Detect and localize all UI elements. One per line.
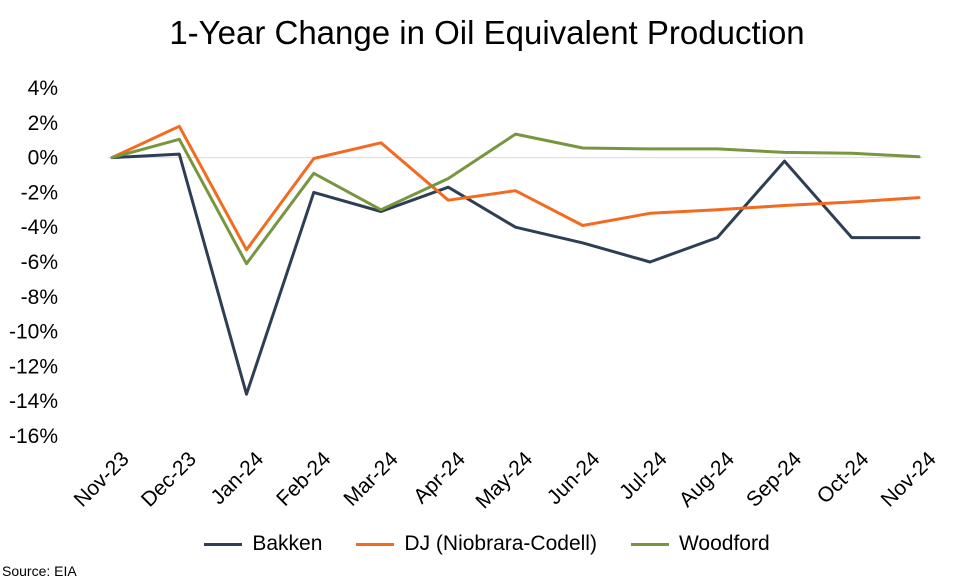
legend-item: DJ (Niobrara-Codell) bbox=[356, 532, 597, 556]
series-lines bbox=[110, 124, 921, 396]
x-tick-label: Oct-24 bbox=[813, 447, 874, 508]
y-tick-label: -2% bbox=[21, 181, 58, 204]
series-line-bakken bbox=[110, 152, 921, 396]
legend-swatch bbox=[356, 542, 395, 546]
y-tick-label: -8% bbox=[21, 286, 58, 309]
source-note: Source: EIA bbox=[2, 563, 77, 579]
x-tick-label: Apr-24 bbox=[409, 447, 470, 508]
x-tick-label: Jul-24 bbox=[615, 447, 672, 504]
y-axis: 4% 2% 0% -2% -4% -6% -8% -10% -12% -14% -16% bbox=[9, 77, 58, 448]
y-tick-label: -12% bbox=[9, 355, 58, 378]
y-tick-label: -4% bbox=[21, 216, 58, 239]
series-line-woodford bbox=[110, 132, 921, 266]
x-tick-label: May-24 bbox=[471, 447, 537, 513]
x-tick-label: Mar-24 bbox=[339, 447, 403, 511]
legend-label: DJ (Niobrara-Codell) bbox=[404, 532, 597, 555]
series-line-dj-niobrara-codell bbox=[110, 124, 921, 252]
x-tick-label: Dec-23 bbox=[137, 447, 201, 511]
x-tick-label: Jun-24 bbox=[543, 447, 605, 509]
chart-title: 1-Year Change in Oil Equivalent Producti… bbox=[169, 14, 805, 51]
x-tick-label: Feb-24 bbox=[272, 447, 336, 511]
y-tick-label: -10% bbox=[9, 321, 58, 344]
legend-item: Woodford bbox=[630, 532, 770, 556]
legend-label: Woodford bbox=[678, 532, 770, 555]
legend-label: Bakken bbox=[252, 532, 323, 555]
legend-item: Bakken bbox=[204, 532, 322, 556]
x-tick-label: Nov-23 bbox=[70, 447, 134, 511]
legend-swatch bbox=[204, 542, 243, 546]
x-tick-label: Jan-24 bbox=[207, 447, 269, 509]
legend: Bakken DJ (Niobrara-Codell) Woodford bbox=[0, 532, 974, 556]
y-tick-label: -16% bbox=[9, 425, 58, 448]
x-tick-label: Sep-24 bbox=[742, 447, 806, 511]
x-tick-label: Nov-24 bbox=[877, 447, 941, 511]
x-tick-label: Aug-24 bbox=[675, 447, 739, 511]
y-tick-label: 0% bbox=[28, 147, 58, 170]
y-tick-label: -14% bbox=[9, 390, 58, 413]
y-tick-label: 4% bbox=[28, 77, 58, 100]
x-axis: Nov-23 Dec-23 Jan-24 Feb-24 Mar-24 Apr-24 May-… bbox=[70, 157, 941, 513]
y-tick-label: 2% bbox=[28, 112, 58, 135]
legend-swatch bbox=[630, 542, 669, 546]
y-tick-label: -6% bbox=[21, 251, 58, 274]
